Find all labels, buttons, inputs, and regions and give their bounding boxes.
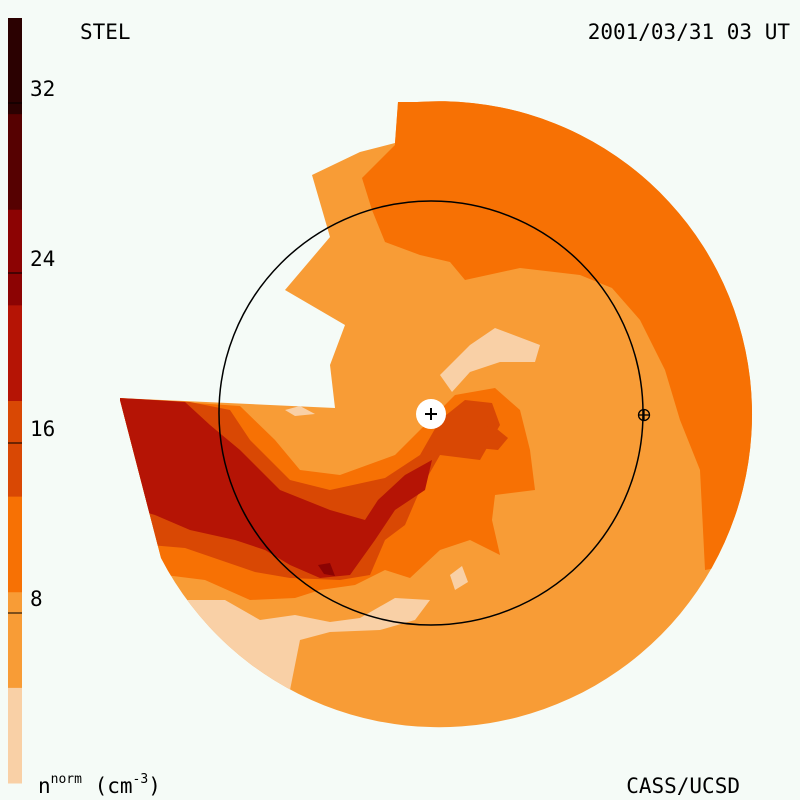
- colorbar-tick-label: 32: [30, 77, 56, 101]
- unit-close: ): [148, 774, 161, 798]
- sun-marker: [416, 399, 446, 429]
- colorbar-tick-label: 24: [30, 247, 56, 271]
- level1-patch-center: [440, 328, 540, 392]
- level5-region: [120, 398, 432, 578]
- colorbar-segment: [8, 400, 22, 497]
- level1-patch-small: [450, 566, 468, 590]
- colorbar-tick-label: 8: [30, 587, 43, 611]
- unit-exp: -3: [132, 772, 149, 787]
- level3-outer-band: [362, 101, 753, 570]
- colorbar-segment: [8, 209, 22, 306]
- colorbar-segment: [8, 18, 22, 115]
- colorbar-tick-label: 16: [30, 417, 56, 441]
- level1-patch-edge: [285, 406, 315, 416]
- colorbar: [8, 18, 22, 784]
- unit-rest: (cm: [81, 774, 133, 798]
- colorbar-segment: [8, 304, 22, 401]
- instrument-label: STEL: [80, 20, 131, 44]
- colorbar-segment: [8, 591, 22, 688]
- credit-label: CASS/UCSD: [626, 774, 740, 798]
- earth-orbit-circle: [218, 200, 644, 626]
- level5-spot: [472, 425, 508, 450]
- colorbar-unit-label: nnorm (cm-3): [38, 772, 161, 798]
- earth-marker: [637, 408, 651, 422]
- level6-streak: [318, 563, 335, 576]
- timestamp-label: 2001/03/31 03 UT: [587, 20, 790, 44]
- colorbar-segment: [8, 496, 22, 593]
- colorbar-segment: [8, 687, 22, 784]
- unit-base: n: [38, 774, 51, 798]
- colorbar-segment: [8, 113, 22, 210]
- unit-sup: norm: [50, 772, 82, 787]
